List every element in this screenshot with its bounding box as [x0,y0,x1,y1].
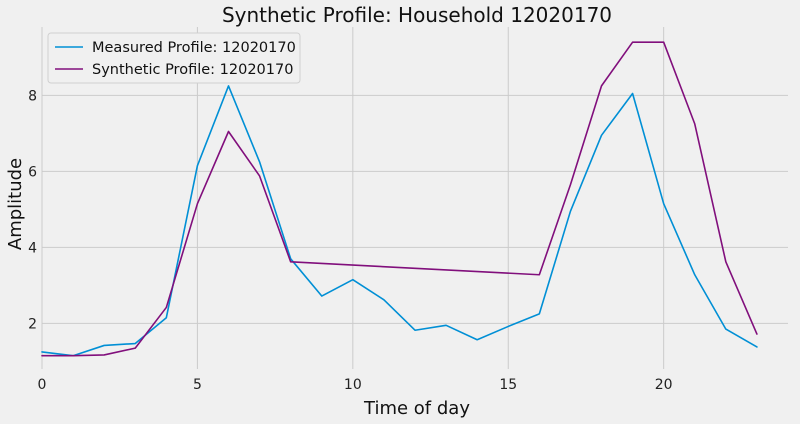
x-tick-label: 15 [499,377,517,393]
legend-label-synthetic: Synthetic Profile: 12020170 [92,62,293,78]
y-tick-label: 4 [28,240,37,256]
grid-lines [41,27,788,369]
series-layer [41,41,758,357]
x-tick-label: 10 [344,377,362,393]
x-axis-label: Time of day [363,398,470,419]
legend-label-measured: Measured Profile: 12020170 [92,40,296,56]
x-tick-labels: 0 5 10 15 20 [38,377,673,393]
legend-box [47,32,301,84]
series-line-1 [41,41,758,357]
y-tick-label: 2 [28,316,37,332]
y-tick-label: 8 [28,88,37,104]
x-tick-label: 5 [193,377,202,393]
series-line-0 [41,85,758,357]
legend: Measured Profile: 12020170 Synthetic Pro… [47,32,301,84]
chart-title: Synthetic Profile: Household 12020170 [222,3,612,27]
x-tick-label: 20 [655,377,673,393]
y-tick-labels: 2 4 6 8 [28,88,37,332]
x-tick-label: 0 [38,377,47,393]
y-tick-label: 6 [28,164,37,180]
y-axis-label: Amplitude [5,158,26,250]
